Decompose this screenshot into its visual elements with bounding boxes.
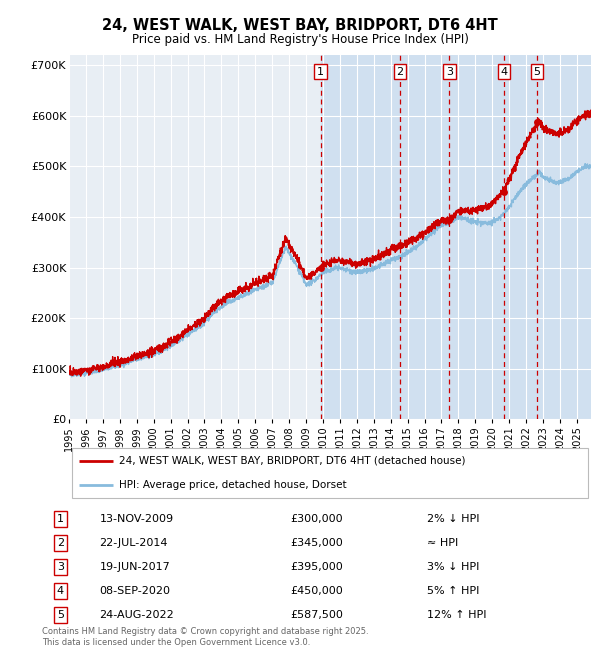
Text: 1: 1 (57, 514, 64, 524)
Text: 08-SEP-2020: 08-SEP-2020 (100, 586, 170, 596)
Text: £587,500: £587,500 (291, 610, 344, 620)
Text: £345,000: £345,000 (291, 538, 343, 548)
Bar (321, 55, 591, 419)
Text: HPI: Average price, detached house, Dorset: HPI: Average price, detached house, Dors… (119, 480, 346, 490)
Text: 3: 3 (446, 67, 453, 77)
Text: 4: 4 (57, 586, 64, 596)
Text: 24, WEST WALK, WEST BAY, BRIDPORT, DT6 4HT: 24, WEST WALK, WEST BAY, BRIDPORT, DT6 4… (102, 18, 498, 33)
Text: Price paid vs. HM Land Registry's House Price Index (HPI): Price paid vs. HM Land Registry's House … (131, 32, 469, 46)
Text: 5: 5 (533, 67, 541, 77)
Text: 1: 1 (317, 67, 324, 77)
Text: 12% ↑ HPI: 12% ↑ HPI (427, 610, 487, 620)
Text: 3% ↓ HPI: 3% ↓ HPI (427, 562, 479, 572)
Text: 2: 2 (57, 538, 64, 548)
Text: 2% ↓ HPI: 2% ↓ HPI (427, 514, 480, 524)
Text: 3: 3 (57, 562, 64, 572)
Text: £300,000: £300,000 (291, 514, 343, 524)
Text: 2: 2 (397, 67, 404, 77)
Text: ≈ HPI: ≈ HPI (427, 538, 458, 548)
Text: £450,000: £450,000 (291, 586, 343, 596)
Text: 24, WEST WALK, WEST BAY, BRIDPORT, DT6 4HT (detached house): 24, WEST WALK, WEST BAY, BRIDPORT, DT6 4… (119, 456, 465, 465)
Text: 5: 5 (57, 610, 64, 620)
Text: 13-NOV-2009: 13-NOV-2009 (100, 514, 174, 524)
Text: 24-AUG-2022: 24-AUG-2022 (100, 610, 175, 620)
FancyBboxPatch shape (71, 448, 589, 498)
Text: Contains HM Land Registry data © Crown copyright and database right 2025.
This d: Contains HM Land Registry data © Crown c… (42, 627, 368, 647)
Text: 5% ↑ HPI: 5% ↑ HPI (427, 586, 479, 596)
Text: £395,000: £395,000 (291, 562, 343, 572)
Text: 22-JUL-2014: 22-JUL-2014 (100, 538, 168, 548)
Text: 19-JUN-2017: 19-JUN-2017 (100, 562, 170, 572)
Text: 4: 4 (500, 67, 508, 77)
